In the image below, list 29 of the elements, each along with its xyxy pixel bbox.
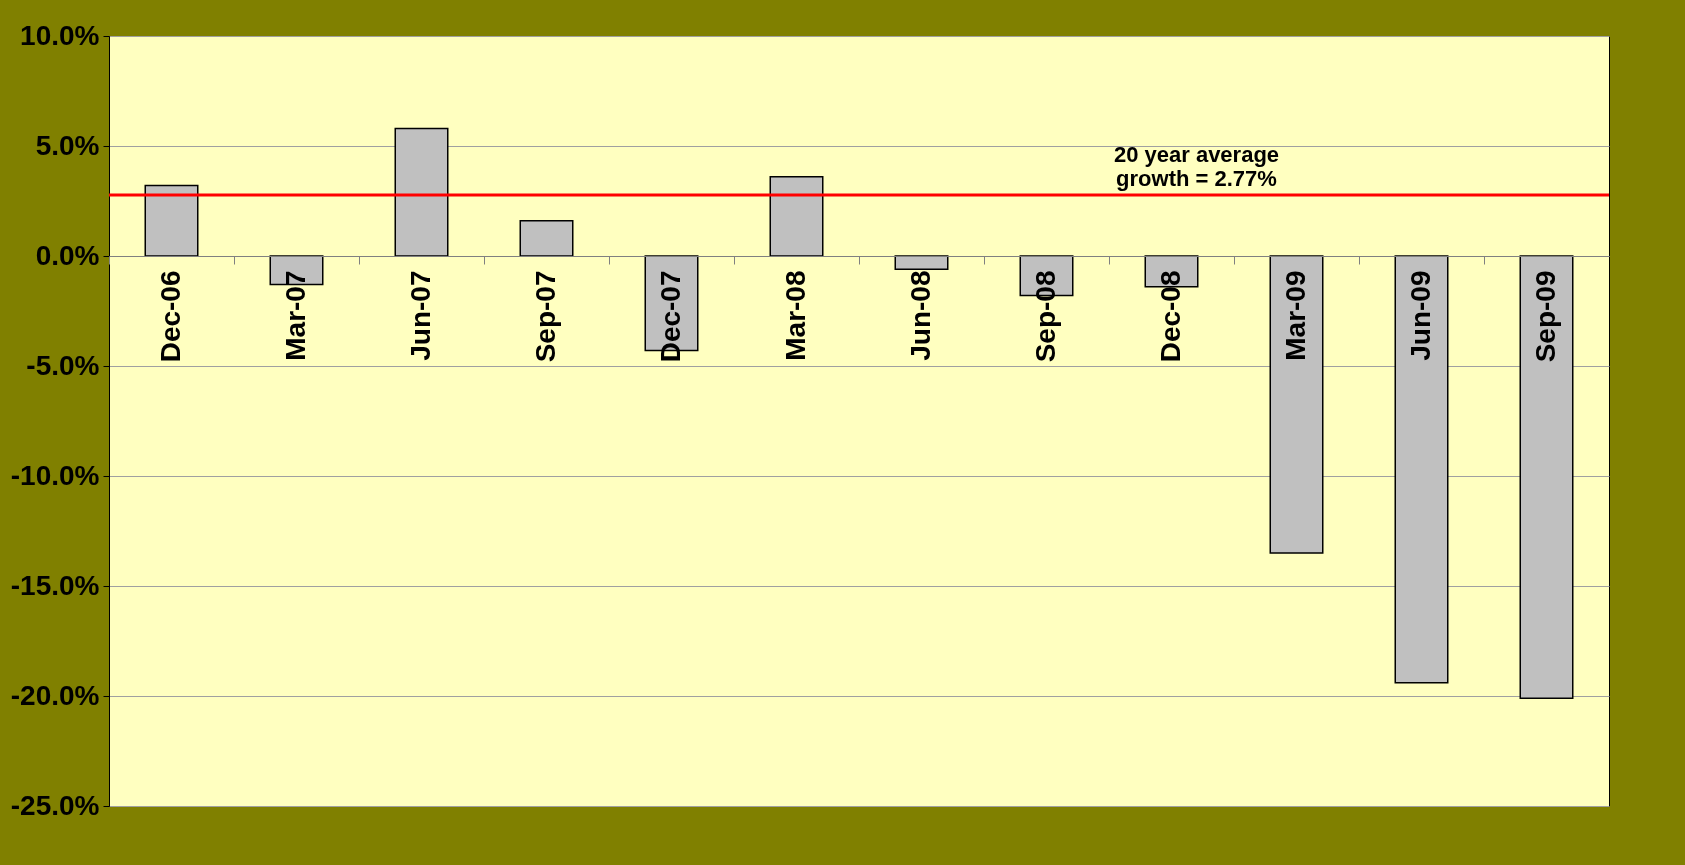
bar [519, 220, 574, 257]
y-tick-label: -5.0% [26, 349, 100, 381]
bar [894, 255, 949, 270]
y-tick-label: 5.0% [35, 129, 100, 161]
bar [144, 184, 199, 257]
y-tick-label: 0.0% [35, 239, 100, 271]
bar [1519, 255, 1574, 699]
bar [769, 176, 824, 257]
x-tick-label: Sep-09 [1529, 270, 1561, 363]
y-tick-label: -15.0% [10, 569, 100, 601]
x-tick-label: Mar-09 [1279, 270, 1311, 361]
bar [1394, 255, 1449, 684]
x-tick-label: Dec-07 [654, 270, 686, 363]
x-tick-label: Sep-08 [1029, 270, 1061, 363]
x-tick-label: Dec-06 [154, 270, 186, 363]
y-tick-label: 10.0% [20, 19, 100, 51]
y-tick-label: -25.0% [10, 789, 100, 821]
x-tick-label: Sep-07 [529, 270, 561, 363]
y-tick-label: -10.0% [10, 459, 100, 491]
x-tick-label: Dec-08 [1154, 270, 1186, 363]
x-tick-label: Jun-07 [404, 270, 436, 361]
x-tick-label: Mar-07 [279, 270, 311, 361]
x-tick-label: Jun-08 [904, 270, 936, 361]
bar [394, 127, 449, 257]
y-tick-label: -20.0% [10, 679, 100, 711]
ref-line-label: 20 year average growth = 2.77% [1113, 142, 1280, 192]
bar [1269, 255, 1324, 554]
x-tick-label: Jun-09 [1404, 270, 1436, 361]
x-tick-label: Mar-08 [779, 270, 811, 361]
